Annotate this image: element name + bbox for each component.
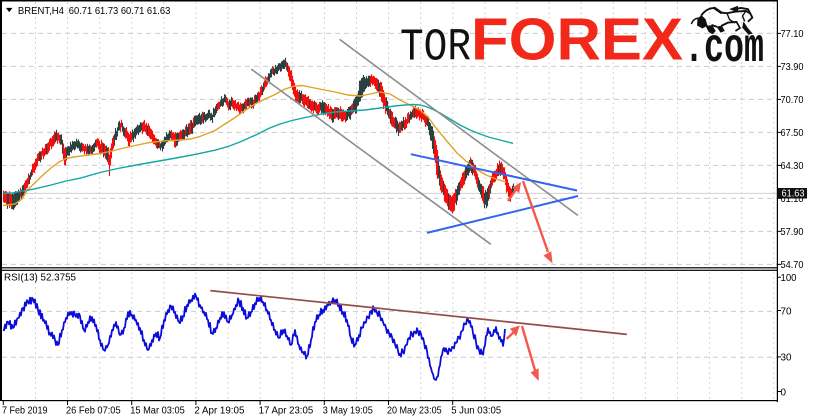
svg-text:61.10: 61.10 [781, 194, 804, 205]
svg-text:5 Jun 03:05: 5 Jun 03:05 [451, 406, 501, 417]
svg-text:20 May 23:05: 20 May 23:05 [387, 406, 442, 417]
svg-text:70.70: 70.70 [781, 95, 804, 106]
svg-text:30: 30 [781, 353, 792, 364]
svg-text:73.90: 73.90 [781, 62, 804, 73]
svg-text:60.71 61.73 60.71 61.63: 60.71 61.73 60.71 61.63 [69, 6, 171, 17]
svg-text:64.30: 64.30 [781, 161, 804, 172]
svg-text:61.63: 61.63 [782, 189, 805, 200]
svg-text:57.90: 57.90 [781, 227, 804, 238]
svg-text:TOR: TOR [400, 23, 471, 74]
svg-text:70: 70 [781, 306, 792, 317]
svg-text:77.10: 77.10 [781, 29, 804, 40]
svg-text:15 Mar 03:05: 15 Mar 03:05 [130, 406, 185, 417]
svg-text:17 Apr 23:05: 17 Apr 23:05 [259, 406, 314, 417]
svg-text:RSI(13) 52.3755: RSI(13) 52.3755 [4, 273, 76, 284]
svg-text:67.50: 67.50 [781, 128, 804, 139]
svg-text:2 Apr 19:05: 2 Apr 19:05 [194, 406, 244, 417]
svg-text:FOREX: FOREX [471, 7, 683, 73]
svg-text:100: 100 [781, 273, 797, 284]
svg-text:BRENT,H4: BRENT,H4 [18, 6, 64, 17]
svg-text:7 Feb 2019: 7 Feb 2019 [2, 406, 48, 417]
svg-text:26 Feb 07:05: 26 Feb 07:05 [66, 406, 121, 417]
svg-text:0: 0 [781, 387, 787, 398]
svg-text:54.70: 54.70 [781, 260, 804, 271]
svg-text:3 May 19:05: 3 May 19:05 [323, 406, 373, 417]
